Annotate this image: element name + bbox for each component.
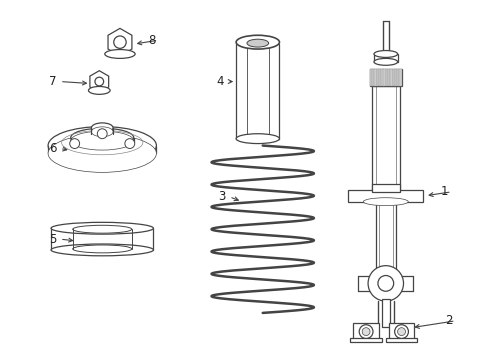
Polygon shape bbox=[108, 28, 132, 56]
Bar bbox=[392, 69, 395, 86]
Ellipse shape bbox=[51, 244, 153, 256]
Bar bbox=[353, 323, 379, 341]
Bar bbox=[372, 86, 399, 195]
Ellipse shape bbox=[92, 123, 113, 133]
Ellipse shape bbox=[364, 198, 408, 206]
Bar bbox=[389, 323, 415, 341]
Bar bbox=[386, 338, 417, 342]
Circle shape bbox=[125, 139, 135, 148]
Circle shape bbox=[359, 325, 373, 338]
Bar bbox=[399, 69, 402, 86]
Ellipse shape bbox=[89, 86, 110, 94]
Circle shape bbox=[394, 325, 409, 338]
Bar bbox=[395, 69, 397, 86]
Bar bbox=[370, 69, 372, 86]
Bar bbox=[388, 69, 391, 86]
Bar bbox=[374, 54, 397, 62]
Bar bbox=[377, 69, 379, 86]
Polygon shape bbox=[90, 71, 109, 93]
Circle shape bbox=[114, 36, 126, 48]
Text: 7: 7 bbox=[49, 75, 57, 88]
Ellipse shape bbox=[374, 50, 397, 58]
Ellipse shape bbox=[105, 50, 135, 58]
Text: 2: 2 bbox=[445, 314, 453, 327]
Bar bbox=[382, 299, 390, 327]
Bar bbox=[379, 69, 381, 86]
Bar bbox=[376, 202, 395, 276]
Bar bbox=[391, 69, 392, 86]
Ellipse shape bbox=[236, 134, 279, 144]
Bar bbox=[348, 190, 423, 202]
Ellipse shape bbox=[48, 127, 156, 165]
Ellipse shape bbox=[92, 127, 113, 137]
Circle shape bbox=[70, 139, 79, 148]
Ellipse shape bbox=[247, 39, 269, 47]
Ellipse shape bbox=[71, 128, 134, 147]
Text: 4: 4 bbox=[217, 75, 224, 88]
Bar bbox=[386, 69, 388, 86]
Circle shape bbox=[368, 266, 404, 301]
Text: 8: 8 bbox=[148, 34, 155, 47]
Bar bbox=[370, 69, 401, 86]
Bar bbox=[374, 69, 377, 86]
Bar bbox=[350, 338, 382, 342]
Ellipse shape bbox=[51, 222, 153, 234]
Bar bbox=[372, 184, 399, 192]
Ellipse shape bbox=[73, 225, 132, 233]
Circle shape bbox=[362, 328, 370, 336]
Bar bbox=[397, 69, 399, 86]
Ellipse shape bbox=[236, 35, 279, 49]
Ellipse shape bbox=[374, 58, 397, 65]
Circle shape bbox=[378, 275, 393, 291]
Text: 5: 5 bbox=[49, 233, 57, 246]
Bar bbox=[372, 69, 374, 86]
Bar bbox=[381, 69, 384, 86]
Ellipse shape bbox=[73, 245, 132, 253]
Text: 3: 3 bbox=[219, 190, 226, 203]
Text: 6: 6 bbox=[49, 142, 57, 155]
Ellipse shape bbox=[48, 135, 156, 172]
Circle shape bbox=[95, 77, 103, 86]
Circle shape bbox=[397, 328, 406, 336]
Circle shape bbox=[98, 129, 107, 139]
Ellipse shape bbox=[71, 131, 134, 150]
Bar bbox=[384, 69, 386, 86]
Text: 1: 1 bbox=[441, 185, 449, 198]
